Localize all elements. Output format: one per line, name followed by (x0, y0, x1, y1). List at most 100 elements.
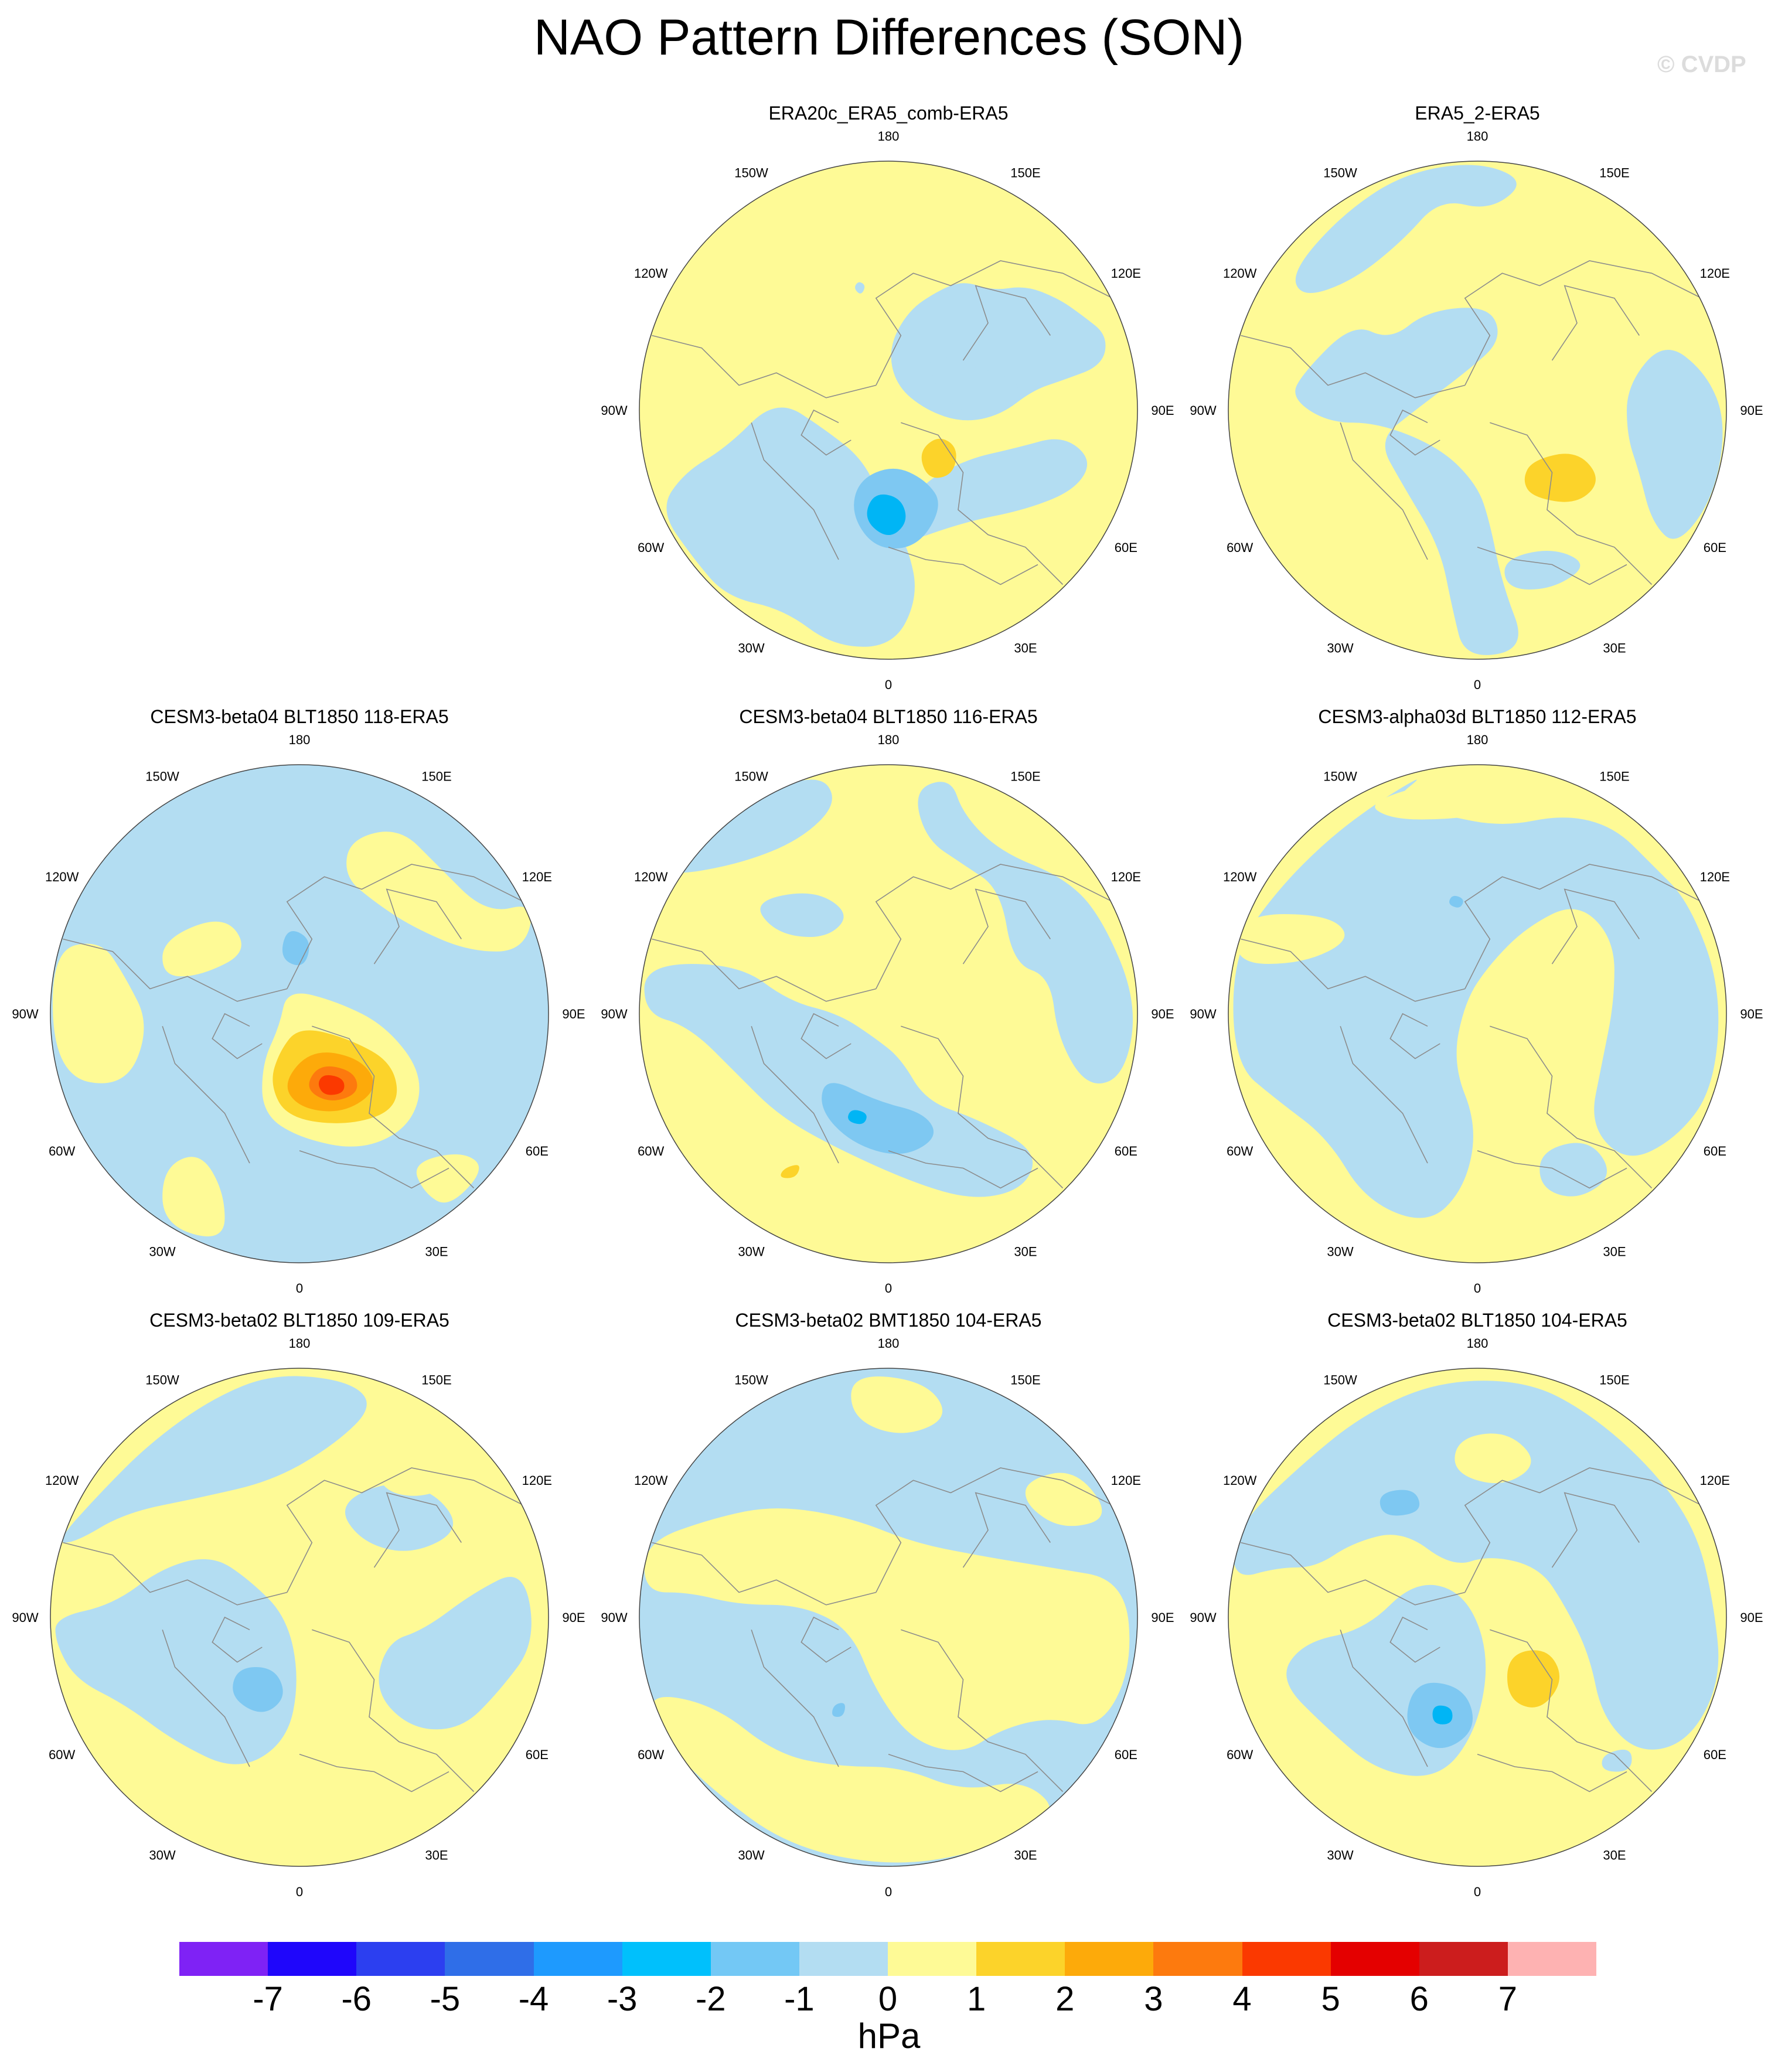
coastline (286, 1467, 524, 1593)
colorbar-swatch (1242, 1942, 1331, 1976)
longitude-label: 120W (634, 870, 668, 884)
contour-region (318, 1075, 345, 1095)
coastline (875, 1467, 1113, 1593)
longitude-label: 180 (289, 732, 311, 747)
longitude-label: 150E (421, 1373, 451, 1388)
colorbar-tick-label: -1 (784, 1980, 815, 2018)
contour-region (1295, 165, 1517, 294)
colorbar-swatch (799, 1942, 888, 1976)
longitude-label: 60E (1115, 1747, 1137, 1762)
contour-region (1449, 895, 1463, 908)
coastline (63, 938, 287, 1002)
colorbar-swatch (1330, 1942, 1419, 1976)
longitude-label: 150W (734, 769, 768, 784)
contour-region (346, 831, 532, 952)
colorbar-tick-label: 3 (1144, 1980, 1163, 2018)
longitude-label: 90E (562, 1007, 585, 1021)
page-title: NAO Pattern Differences (SON) (533, 9, 1245, 66)
coastline (888, 1754, 1038, 1792)
contour-region (1627, 350, 1723, 539)
colorbar-tick-label: 2 (1055, 1980, 1075, 2018)
coastline (1477, 547, 1627, 585)
colorbar-swatch (1419, 1942, 1508, 1976)
contour-field (1228, 1368, 1726, 1866)
longitude-label: 0 (885, 1884, 892, 1899)
longitude-label: 90E (1151, 403, 1174, 418)
longitude-label: 180 (1467, 129, 1489, 144)
panel-title: CESM3-beta02 BMT1850 104-ERA5 (735, 1310, 1042, 1331)
coastline (1490, 422, 1653, 585)
map-boundary (639, 161, 1138, 660)
colorbar-tick-label: 7 (1498, 1980, 1517, 2018)
coastline (962, 285, 1051, 361)
longitude-label: 120W (1223, 1473, 1257, 1488)
longitude-label: 0 (1474, 1884, 1481, 1899)
longitude-label: 150W (734, 1373, 768, 1388)
coastline (1477, 1754, 1627, 1792)
colorbar-swatch (1507, 1942, 1596, 1976)
coastline (1490, 1629, 1653, 1792)
longitude-label: 150W (145, 1373, 179, 1388)
map-boundary (50, 764, 549, 1263)
coastline (751, 1026, 839, 1164)
contour-region (822, 1083, 934, 1154)
longitude-label: 30E (1603, 640, 1626, 655)
map-panel-1: ERA5_2-ERA5 180 150E 120E 90E 60E 30E 0 30W 60W 9… (1190, 103, 1763, 692)
map-boundary (1228, 764, 1727, 1263)
colorbar-tick-label: 1 (966, 1980, 986, 2018)
coastline (299, 1150, 449, 1189)
longitude-label: 120W (45, 870, 79, 884)
longitude-label: 60W (1227, 540, 1253, 555)
coastline (901, 422, 1064, 585)
contour-region (669, 779, 832, 873)
longitude-label: 60E (526, 1747, 549, 1762)
coastline (1464, 260, 1702, 386)
longitude-label: 30W (1327, 1244, 1353, 1259)
map-boundary (639, 764, 1138, 1263)
longitude-label: 90W (12, 1610, 38, 1625)
longitude-label: 30W (738, 1848, 764, 1862)
panel-title: CESM3-beta02 BLT1850 104-ERA5 (1327, 1310, 1627, 1331)
longitude-label: 0 (1474, 1281, 1481, 1296)
longitude-label: 30E (425, 1244, 448, 1259)
coastline (1490, 1025, 1653, 1189)
longitude-label: 60E (1704, 1144, 1726, 1158)
colorbar-swatch (1065, 1942, 1154, 1976)
longitude-label: 30W (738, 640, 764, 655)
longitude-label: 150E (1010, 1373, 1040, 1388)
colorbar-tick-label: -7 (253, 1980, 283, 2018)
contour-region (644, 964, 1033, 1197)
longitude-label: 60E (526, 1144, 549, 1158)
longitude-label: 30E (1603, 1848, 1626, 1862)
coastline (652, 1542, 876, 1606)
colorbar-ticks: -7 -6 -5 -4 -3 -2 -1 0 1 2 3 4 5 6 7 (179, 1979, 1596, 2020)
map-boundary (1228, 1368, 1727, 1867)
coastline (962, 888, 1051, 965)
coastline (212, 1013, 263, 1059)
contour-region (1507, 1650, 1560, 1708)
longitude-label: 90E (1151, 1610, 1174, 1625)
coastline (901, 1025, 1064, 1189)
contour-region (1233, 1381, 1719, 1750)
contour-region (379, 1450, 452, 1496)
coastline (1477, 1150, 1627, 1189)
coastline (751, 1630, 839, 1767)
coastline (888, 1150, 1038, 1189)
longitude-label: 60W (49, 1144, 75, 1158)
watermark: © CVDP (1657, 52, 1746, 77)
contour-region (1025, 1473, 1102, 1526)
coastline (1389, 1616, 1440, 1663)
longitude-label: 90E (562, 1610, 585, 1625)
longitude-label: 90W (1190, 403, 1216, 418)
polar-map: 180 150E 120E 90E 60E 30E 0 30W 60W 90W 120W 150W (12, 1336, 585, 1899)
coastline (1241, 1542, 1465, 1606)
longitude-label: 120E (1700, 1473, 1730, 1488)
contour-region (282, 931, 309, 966)
longitude-label: 30E (1603, 1244, 1626, 1259)
coastline (1340, 1630, 1428, 1767)
colorbar-tick-label: 5 (1321, 1980, 1340, 2018)
contour-region (1380, 1490, 1420, 1516)
longitude-label: 0 (1474, 677, 1481, 692)
contour-region (1233, 779, 1719, 1218)
longitude-label: 60W (1227, 1144, 1253, 1158)
